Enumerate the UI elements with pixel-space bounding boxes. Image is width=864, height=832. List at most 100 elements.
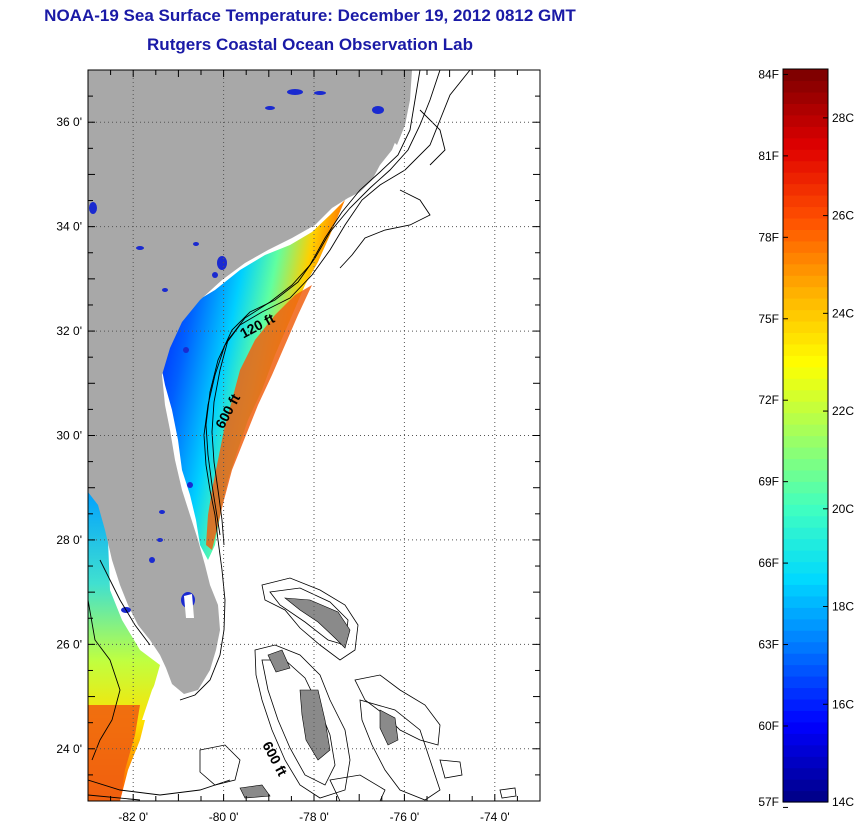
colorbar-band (783, 412, 828, 425)
contour-label-600ft-south: 600 ft (259, 739, 290, 779)
colorbar-band (783, 149, 828, 162)
map-subtitle: Rutgers Coastal Ocean Observation Lab (147, 35, 473, 54)
colorbar: 84F 81F 78F 75F 72F 69F 66F 63F 60F 57F 28C 26C 24C… (758, 67, 854, 809)
lat-tick-label: 26 0' (56, 637, 82, 651)
colorbar-celsius-labels: 28C 26C 24C 22C 20C 18C 16C 14C (823, 111, 854, 809)
colorbar-f-label: 72F (758, 393, 779, 407)
inland-lakes (89, 89, 384, 613)
colorbar-band (783, 733, 828, 746)
colorbar-band (783, 435, 828, 448)
colorbar-band (783, 504, 828, 517)
colorbar-band (783, 653, 828, 666)
colorbar-band (783, 343, 828, 356)
lon-tick-label: -74 0' (480, 810, 510, 824)
lon-tick-label: -82 0' (118, 810, 148, 824)
colorbar-band (783, 676, 828, 689)
colorbar-band (783, 355, 828, 368)
land-mainland (88, 70, 408, 694)
colorbar-band (783, 595, 828, 608)
colorbar-band (783, 446, 828, 460)
colorbar-band (783, 572, 828, 585)
colorbar-band (783, 550, 828, 563)
colorbar-band (783, 206, 828, 219)
colorbar-ramp (783, 69, 828, 803)
colorbar-f-label: 81F (758, 149, 779, 163)
colorbar-f-label: 75F (758, 312, 779, 326)
colorbar-band (783, 584, 828, 597)
colorbar-band (783, 332, 828, 345)
colorbar-c-label: 28C (832, 111, 854, 125)
colorbar-band (783, 401, 828, 414)
colorbar-band (783, 263, 828, 276)
colorbar-band (783, 309, 828, 322)
bahamas-islands (239, 597, 399, 799)
colorbar-band (783, 91, 828, 104)
colorbar-f-label: 57F (758, 795, 779, 809)
lon-tick-label: -76 0' (390, 810, 420, 824)
colorbar-band (783, 607, 828, 620)
sst-swath-keys (88, 705, 140, 801)
colorbar-band (783, 69, 828, 82)
sst-swath-gap (142, 670, 168, 720)
colorbar-band (783, 172, 828, 185)
colorbar-f-label: 78F (758, 230, 779, 244)
colorbar-band (783, 126, 828, 139)
colorbar-band (783, 183, 828, 196)
colorbar-f-label: 84F (758, 67, 779, 81)
colorbar-band (783, 767, 828, 780)
colorbar-band (783, 538, 828, 551)
colorbar-band (783, 240, 828, 253)
colorbar-band (783, 160, 828, 173)
colorbar-band (783, 458, 828, 471)
bathymetry-contours (88, 70, 471, 801)
graticule (88, 70, 540, 801)
colorbar-c-label: 18C (832, 600, 854, 614)
cloud-gap (184, 594, 194, 618)
colorbar-band (783, 366, 828, 379)
colorbar-band (783, 790, 828, 803)
colorbar-frame (782, 68, 829, 803)
colorbar-c-label: 26C (832, 209, 854, 223)
colorbar-band (783, 424, 828, 437)
colorbar-band (783, 527, 828, 540)
longitude-labels: -82 0' -80 0' -78 0' -76 0' -74 0' (118, 810, 509, 824)
colorbar-band (783, 698, 828, 711)
colorbar-band (783, 687, 828, 700)
colorbar-band (783, 137, 828, 150)
colorbar-band (783, 756, 828, 769)
colorbar-band (783, 641, 828, 654)
sst-swath-warm (206, 285, 312, 550)
colorbar-band (783, 103, 828, 116)
bahamas-banks (199, 577, 517, 801)
colorbar-band (783, 286, 828, 299)
colorbar-band (783, 710, 828, 723)
lat-tick-label: 32 0' (56, 324, 82, 338)
tick-marks (87, 69, 541, 802)
colorbar-f-label: 63F (758, 638, 779, 652)
colorbar-band (783, 275, 828, 288)
colorbar-band (783, 114, 828, 127)
lon-tick-label: -80 0' (209, 810, 239, 824)
colorbar-c-label: 22C (832, 404, 854, 418)
colorbar-band (783, 515, 828, 528)
colorbar-band (783, 298, 828, 311)
colorbar-c-label: 24C (832, 306, 854, 320)
colorbar-band (783, 80, 828, 93)
colorbar-band (783, 389, 828, 402)
colorbar-band (783, 744, 828, 757)
colorbar-f-label: 60F (758, 719, 779, 733)
colorbar-f-label: 66F (758, 556, 779, 570)
colorbar-band (783, 194, 828, 208)
colorbar-fahrenheit-labels: 84F 81F 78F 75F 72F 69F 66F 63F 60F 57F (758, 67, 788, 809)
colorbar-c-label: 20C (832, 502, 854, 516)
map-title: NOAA-19 Sea Surface Temperature: Decembe… (44, 6, 576, 25)
colorbar-band (783, 492, 828, 505)
colorbar-band (783, 664, 828, 677)
lat-tick-label: 34 0' (56, 220, 82, 234)
colorbar-band (783, 779, 828, 792)
colorbar-band (783, 630, 828, 643)
lat-tick-label: 30 0' (56, 429, 82, 443)
colorbar-c-label: 14C (832, 795, 854, 809)
lon-tick-label: -78 0' (299, 810, 329, 824)
